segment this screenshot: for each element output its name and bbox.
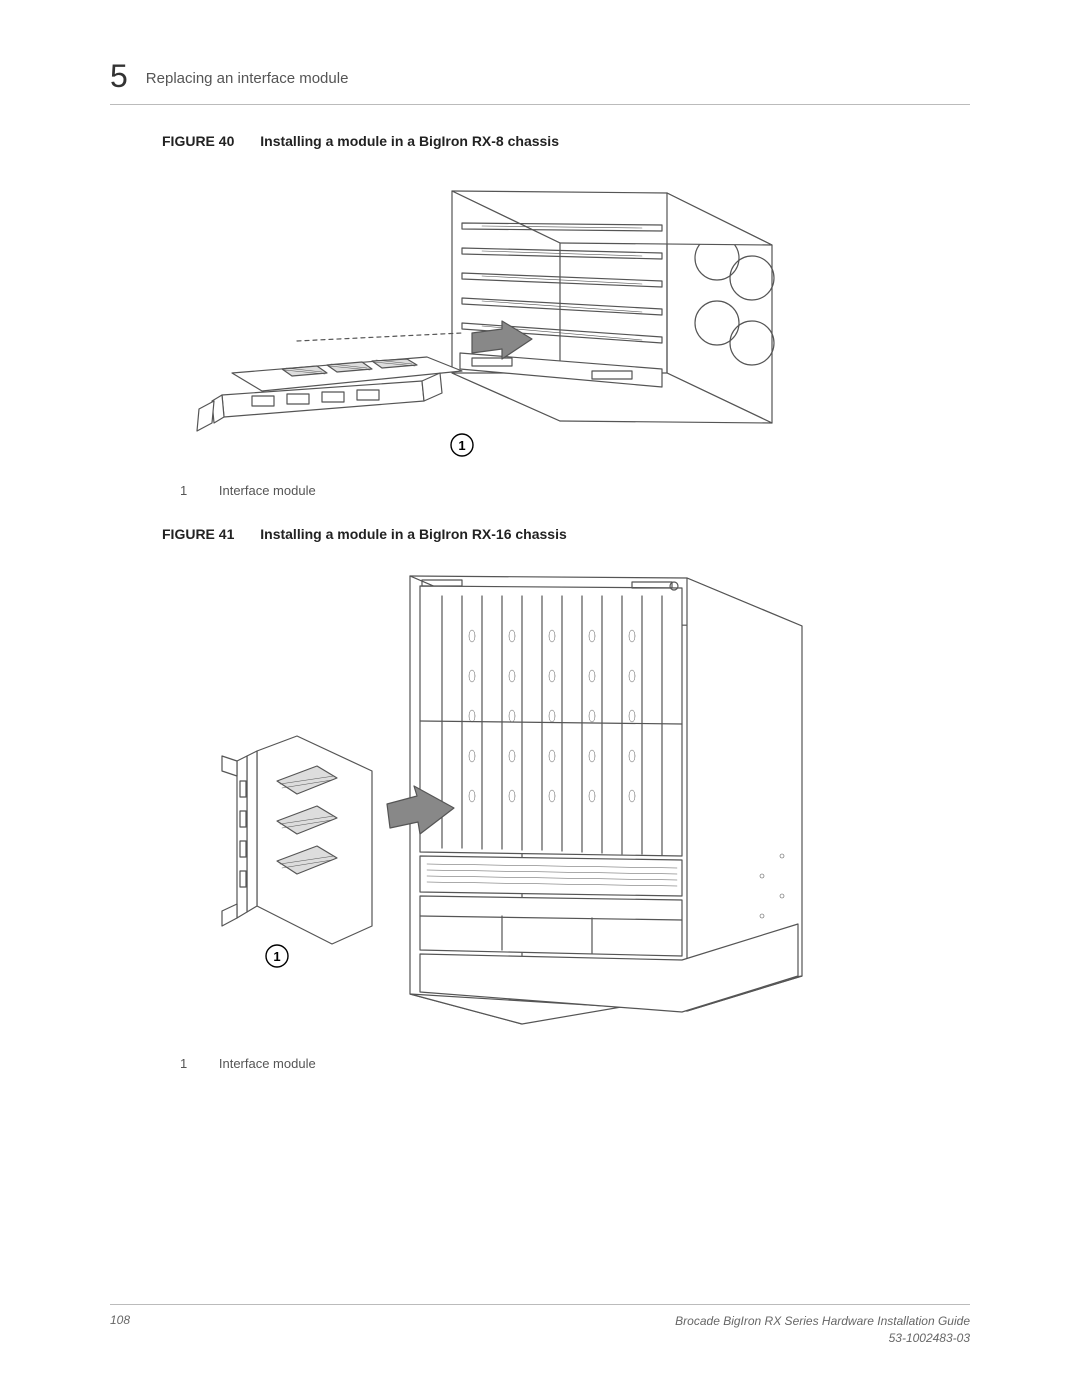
figure41-illustration: 1 [162, 556, 970, 1046]
chapter-title: Replacing an interface module [146, 70, 349, 87]
figure41-legend-text: Interface module [219, 1056, 316, 1071]
figure41-legend: 1 Interface module [180, 1056, 970, 1071]
chapter-number: 5 [110, 60, 128, 92]
figure40-callout: 1 [458, 438, 465, 453]
figure40-legend-text: Interface module [219, 483, 316, 498]
figure41-title: Installing a module in a BigIron RX-16 c… [260, 526, 567, 542]
figure41-legend-num: 1 [180, 1056, 187, 1071]
figure40-illustration: 1 [162, 163, 970, 473]
figure41-label: FIGURE 41 [162, 526, 234, 542]
doc-title: Brocade BigIron RX Series Hardware Insta… [675, 1314, 970, 1328]
figure41-caption: FIGURE 41 Installing a module in a BigIr… [162, 526, 970, 542]
figure40-legend: 1 Interface module [180, 483, 970, 498]
page: 5 Replacing an interface module FIGURE 4… [0, 0, 1080, 1397]
page-header: 5 Replacing an interface module [110, 60, 970, 105]
figure40-title: Installing a module in a BigIron RX-8 ch… [260, 133, 559, 149]
figure40-caption: FIGURE 40 Installing a module in a BigIr… [162, 133, 970, 149]
figure41-callout: 1 [273, 949, 280, 964]
figure40-label: FIGURE 40 [162, 133, 234, 149]
page-footer: 108 Brocade BigIron RX Series Hardware I… [110, 1304, 970, 1347]
doc-info: Brocade BigIron RX Series Hardware Insta… [675, 1313, 970, 1347]
doc-number: 53-1002483-03 [889, 1331, 970, 1345]
page-number: 108 [110, 1313, 130, 1327]
figure40-legend-num: 1 [180, 483, 187, 498]
